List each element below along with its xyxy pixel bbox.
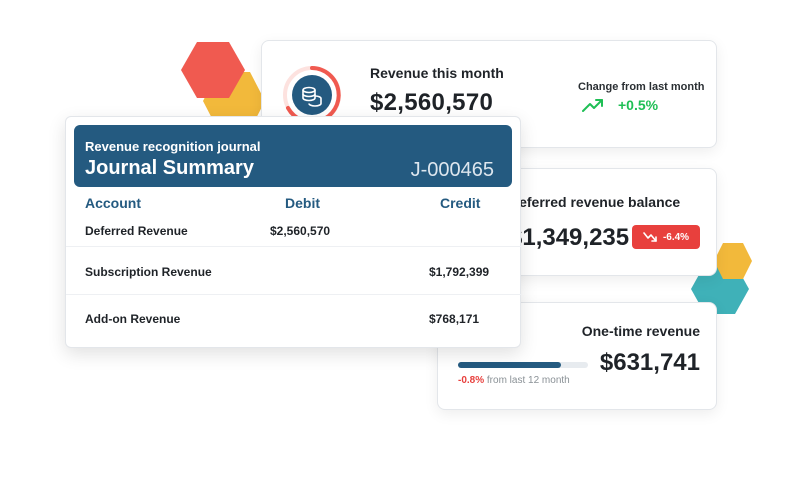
onetime-change: -0.8% from last 12 month [458, 375, 570, 386]
trend-up-icon [582, 99, 603, 112]
deferred-amount: $1,349,235 [509, 224, 630, 251]
deferred-title: Deferred revenue balance [509, 194, 681, 210]
column-header-debit: Debit [285, 195, 320, 211]
row-credit: $768,171 [429, 312, 480, 326]
progress-bar-fill [458, 362, 561, 368]
row-account: Subscription Revenue [85, 265, 212, 279]
row-account: Add-on Revenue [85, 312, 181, 326]
small-yellow-hexagon-decoration [714, 243, 752, 279]
journal-subtitle: Revenue recognition journal [85, 139, 261, 154]
trend-down-icon [643, 232, 657, 242]
change-badge: -6.4% [632, 225, 700, 249]
onetime-title: One-time revenue [581, 323, 700, 339]
change-label: Change from last month [578, 81, 705, 93]
journal-id: J-000465 [410, 159, 494, 181]
journal-header: Revenue recognition journal Journal Summ… [74, 125, 512, 187]
progress-bar [458, 362, 588, 368]
row-divider [66, 294, 522, 295]
column-header-account: Account [85, 195, 141, 211]
revenue-amount: $2,560,570 [370, 89, 494, 116]
onetime-change-value: -0.8% [458, 375, 485, 386]
onetime-change-suffix: from last 12 month [484, 375, 570, 386]
column-header-credit: Credit [440, 195, 481, 211]
row-credit: $1,792,399 [429, 265, 490, 279]
change-value: +0.5% [618, 97, 659, 113]
row-account: Deferred Revenue [85, 224, 188, 238]
onetime-amount: $631,741 [599, 349, 700, 376]
row-debit: $2,560,570 [270, 224, 331, 238]
badge-value: -6.4% [662, 231, 690, 243]
journal-title: Journal Summary [85, 157, 254, 179]
row-divider [66, 246, 522, 247]
revenue-title: Revenue this month [370, 65, 504, 81]
journal-summary-card: Revenue recognition journal Journal Summ… [65, 116, 522, 348]
red-hexagon-decoration [181, 42, 245, 98]
